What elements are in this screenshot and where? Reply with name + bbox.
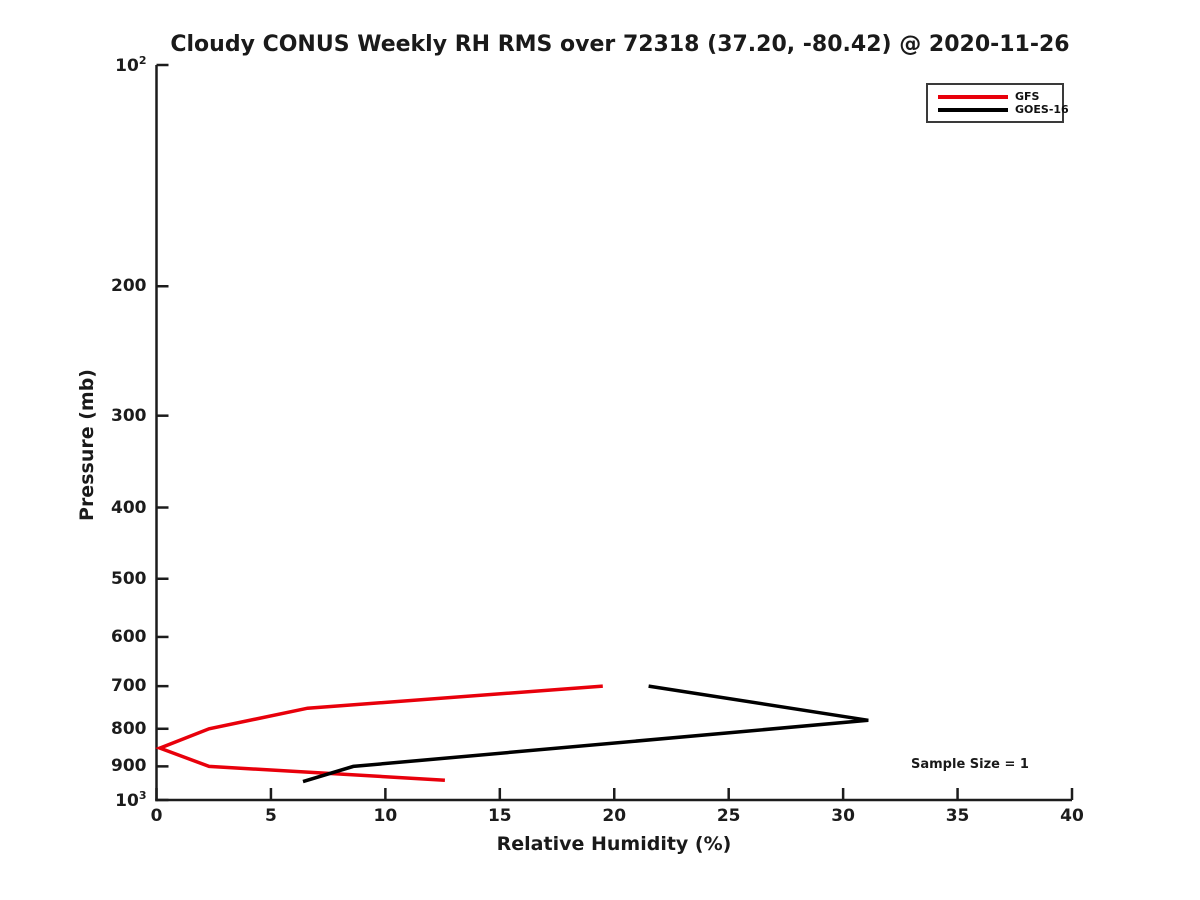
x-tick-label: 15 [487, 806, 512, 826]
legend-entry-goes16: GOES-16 [938, 103, 1069, 116]
legend-entry-gfs: GFS [938, 90, 1056, 103]
y-tick-label: 200 [111, 276, 147, 297]
legend-label-gfs: GFS [1015, 90, 1040, 103]
y-tick-label: 400 [111, 497, 147, 518]
x-tick-label: 5 [265, 806, 277, 826]
x-tick-label: 30 [831, 806, 855, 826]
x-tick-label: 35 [945, 806, 970, 826]
y-tick-label: 700 [111, 676, 147, 697]
x-axis-label: Relative Humidity (%) [496, 833, 732, 855]
gfs-series-line [154, 684, 603, 782]
y-tick-label: 300 [111, 405, 147, 426]
y-tick-label: 900 [111, 756, 147, 777]
legend: GFS GOES-16 [926, 83, 1069, 123]
y-tick-label: 103 [115, 789, 147, 811]
legend-label-goes16: GOES-16 [1015, 103, 1069, 116]
sample-size-annotation: Sample Size = 1 [911, 757, 1029, 772]
y-tick-label: 800 [111, 718, 147, 739]
x-tick-label: 20 [602, 806, 627, 826]
x-tick-label: 40 [1060, 806, 1084, 826]
y-tick-label: 600 [111, 626, 147, 647]
x-tick-label: 0 [150, 806, 163, 826]
x-tick-label: 10 [373, 806, 398, 826]
chart-title: Cloudy CONUS Weekly RH RMS over 72318 (3… [170, 32, 1070, 57]
goes-16-series-line [302, 684, 869, 784]
x-tick-label: 25 [716, 806, 741, 826]
y-tick-label: 102 [115, 54, 147, 76]
goes16-line-sample [938, 107, 1008, 112]
y-tick-label: 500 [111, 568, 147, 589]
gfs-line-sample [938, 94, 1008, 99]
